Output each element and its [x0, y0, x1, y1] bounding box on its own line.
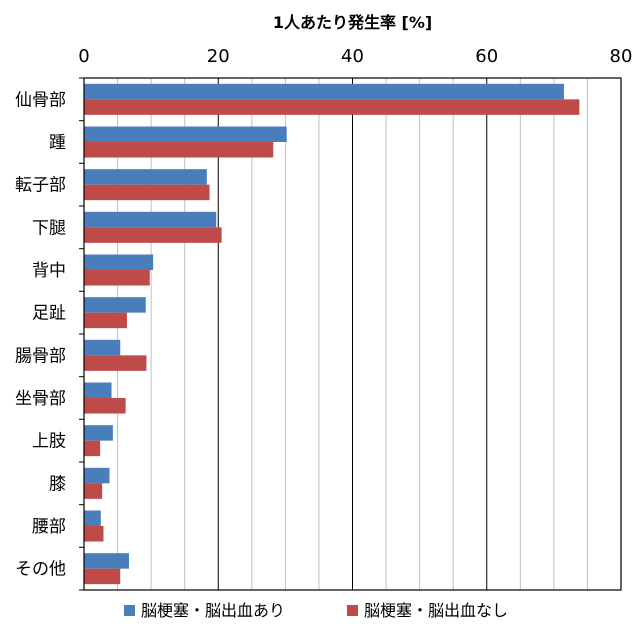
- bar-without-stroke: [84, 227, 222, 243]
- category-label: 腰部: [32, 517, 66, 537]
- x-tick-label: 40: [341, 46, 364, 67]
- category-label: 上肢: [32, 432, 66, 452]
- legend-swatch: [124, 605, 135, 616]
- x-tick-label: 80: [610, 46, 633, 67]
- legend: 脳梗塞・脳出血あり 脳梗塞・脳出血なし: [124, 601, 508, 620]
- chart-title: 1人あたり発生率 [%]: [273, 13, 432, 32]
- bar-without-stroke: [84, 398, 126, 414]
- bar-with-stroke: [84, 126, 287, 142]
- bar-without-stroke: [84, 312, 127, 329]
- grid-lines: [117, 78, 588, 590]
- bar-without-stroke: [84, 142, 274, 158]
- bar-with-stroke: [84, 425, 113, 441]
- category-label: その他: [15, 560, 66, 580]
- category-label: 足趾: [32, 304, 66, 324]
- category-label: 転子部: [15, 176, 66, 196]
- bar-with-stroke: [84, 254, 154, 270]
- bar-without-stroke: [84, 483, 103, 499]
- x-tick-label: 0: [78, 46, 89, 67]
- bar-with-stroke: [84, 339, 121, 356]
- x-tick-labels: 0 20 40 60 80: [78, 46, 632, 67]
- category-label: 踵: [49, 133, 66, 153]
- category-label: 背中: [32, 261, 66, 281]
- category-label: 腸骨部: [15, 346, 66, 366]
- category-label: 坐骨部: [15, 389, 66, 409]
- bar-with-stroke: [84, 169, 207, 185]
- bar-with-stroke: [84, 83, 564, 100]
- x-tick-label: 20: [207, 46, 230, 67]
- bar-without-stroke: [84, 355, 147, 371]
- bar-with-stroke: [84, 467, 110, 484]
- bar-with-stroke: [84, 510, 101, 526]
- bar-without-stroke: [84, 440, 101, 457]
- category-label: 膝: [49, 474, 66, 494]
- bar-without-stroke: [84, 568, 121, 585]
- bar-without-stroke: [84, 270, 150, 286]
- bar-without-stroke: [84, 184, 210, 201]
- x-tick-label: 60: [475, 46, 498, 67]
- legend-swatch: [347, 605, 358, 616]
- bars: [84, 83, 580, 585]
- category-label: 仙骨部: [15, 90, 66, 110]
- bar-with-stroke: [84, 211, 217, 228]
- axes: [79, 77, 622, 591]
- bar-without-stroke: [84, 526, 104, 542]
- legend-label: 脳梗塞・脳出血あり: [141, 601, 285, 620]
- bar-without-stroke: [84, 99, 580, 115]
- legend-label: 脳梗塞・脳出血なし: [364, 601, 508, 620]
- bar-with-stroke: [84, 382, 112, 398]
- bar-with-stroke: [84, 297, 146, 313]
- category-label: 下腿: [32, 218, 66, 238]
- bar-with-stroke: [84, 553, 129, 569]
